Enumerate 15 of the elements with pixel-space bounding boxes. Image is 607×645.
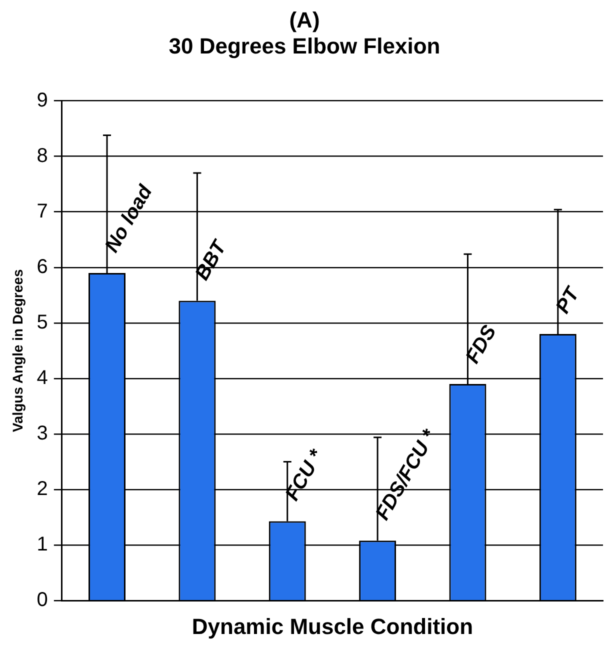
y-tick-label: 7 [36,200,48,222]
y-tick-label: 3 [36,422,48,445]
y-tick-label: 8 [36,144,48,167]
x-tick-label: PT [552,282,585,318]
y-tick-label: 4 [36,366,48,389]
y-axis-title: Valgus Angle in Degrees [9,269,26,432]
text: (A) [289,7,320,32]
y-tick-label: 9 [36,89,48,112]
chart-title: 30 Degrees Elbow Flexion [168,34,440,59]
y-tick-label: 5 [36,311,48,334]
x-axis-title: Dynamic Muscle Condition [192,614,474,639]
y-tick-label: 0 [36,589,48,612]
y-tick-label: 2 [36,478,48,500]
y-tick-label: 6 [36,256,48,278]
y-tick-label: 1 [36,534,48,556]
